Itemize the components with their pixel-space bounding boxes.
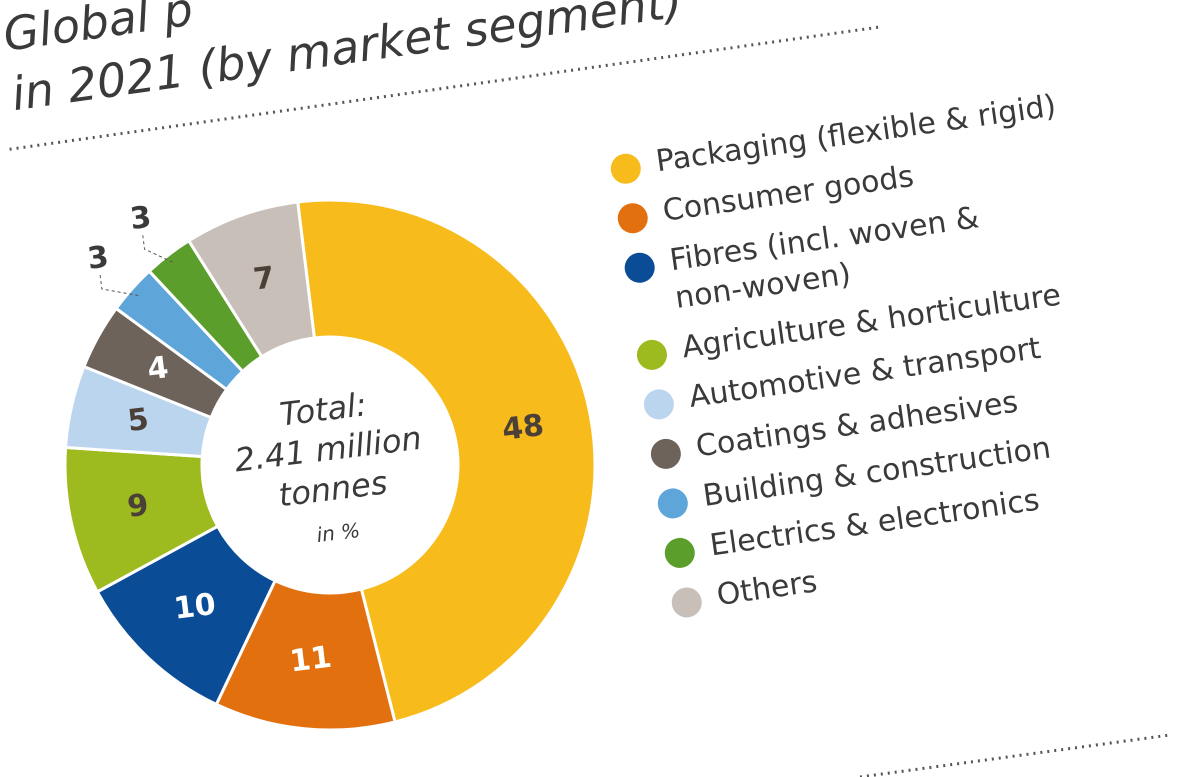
legend-swatch bbox=[634, 337, 669, 372]
data-label: 5 bbox=[126, 402, 151, 439]
data-label: 9 bbox=[125, 488, 150, 525]
donut-segment bbox=[186, 200, 317, 359]
legend-swatch bbox=[608, 151, 643, 186]
donut: 48 11 10 9 5 4 33 7 bbox=[63, 198, 597, 732]
legend-label: Others bbox=[714, 564, 820, 613]
divider bbox=[859, 733, 1171, 777]
data-label: 3 bbox=[86, 240, 111, 277]
legend-swatch bbox=[615, 201, 650, 236]
data-label: 7 bbox=[251, 260, 276, 297]
data-label: 4 bbox=[146, 350, 171, 387]
legend-swatch bbox=[622, 250, 657, 285]
legend-swatch bbox=[655, 486, 690, 521]
leader-line bbox=[142, 235, 175, 264]
data-label: 10 bbox=[172, 587, 218, 627]
donut-segment bbox=[296, 198, 597, 724]
data-label: 11 bbox=[288, 640, 334, 680]
center-label: in % bbox=[315, 518, 361, 547]
legend-swatch bbox=[648, 436, 683, 471]
legend: Packaging (flexible & rigid) Consumer goo… bbox=[608, 85, 1141, 634]
legend-swatch bbox=[662, 535, 697, 570]
leader-line bbox=[99, 275, 140, 297]
title-group: Global p in 2021 (by market segment) bbox=[0, 0, 882, 151]
legend-swatch bbox=[641, 387, 676, 422]
center-text: Total: 2.41 million tonnes in % bbox=[232, 385, 423, 547]
legend-swatch bbox=[669, 585, 704, 620]
data-label: 48 bbox=[500, 408, 546, 448]
data-label: 3 bbox=[128, 200, 153, 237]
